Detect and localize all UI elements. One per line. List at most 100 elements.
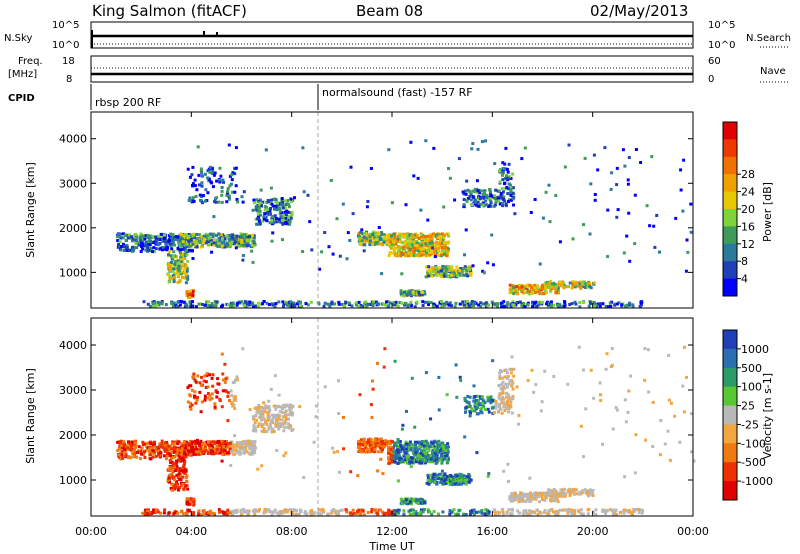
power-echo-cell: [146, 245, 150, 249]
power-echo-cell: [243, 233, 247, 237]
velocity-echo-cell: [252, 417, 256, 421]
power-echo-cell: [558, 303, 562, 307]
power-echo-cell: [255, 198, 259, 202]
velocity-echo-cell: [250, 440, 254, 444]
power-echo-cell: [284, 216, 288, 220]
velocity-echo-cell: [437, 477, 440, 481]
power-echo-cell: [571, 282, 575, 286]
power-echo-cell: [394, 242, 398, 246]
power-echo-cell: [144, 248, 148, 252]
velocity-echo-cell: [581, 489, 584, 493]
power-echo-cell: [427, 303, 430, 306]
velocity-echo-cell: [536, 512, 540, 516]
velocity-echo-cell: [281, 407, 285, 411]
power-echo-cell: [350, 304, 354, 308]
velocity-echo-cell: [528, 493, 532, 497]
power-echo-cell: [206, 240, 210, 244]
velocity-echo-cell: [444, 446, 448, 450]
velocity-echo-cell: [441, 450, 445, 454]
power-echo-cell: [266, 207, 270, 211]
velocity-echo-cell: [509, 405, 513, 409]
velocity-echo-cell: [406, 445, 410, 449]
power-echo-cell: [520, 157, 524, 161]
power-echo-cell: [586, 285, 590, 289]
velocity-echo-cell: [457, 479, 461, 483]
velocity-echo-cell: [122, 451, 126, 455]
velocity-echo-cell: [270, 513, 274, 517]
power-echo-cell: [257, 206, 261, 210]
velocity-echo-cell: [414, 460, 418, 464]
velocity-echo-cell: [422, 444, 426, 448]
velocity-echo-cell: [589, 492, 593, 495]
power-echo-cell: [142, 300, 146, 304]
velocity-echo-cell: [510, 411, 514, 415]
power-echo-cell: [189, 238, 193, 241]
velocity-echo-cell: [144, 449, 148, 453]
velocity-echo-cell: [373, 437, 377, 441]
power-echo-cell: [215, 179, 219, 183]
velocity-echo-cell: [132, 455, 136, 459]
velocity-echo-cell: [290, 508, 294, 512]
velocity-echo-cell: [551, 499, 555, 503]
power-echo-cell: [171, 270, 175, 273]
power-ytick-label: 4000: [59, 133, 87, 146]
power-echo-cell: [387, 304, 391, 308]
velocity-echo-cell: [125, 444, 129, 448]
velocity-echo-cell: [641, 508, 645, 512]
velocity-echo-cell: [360, 443, 364, 447]
velocity-echo-cell: [284, 409, 288, 413]
power-echo-cell: [140, 244, 143, 248]
power-echo-cell: [185, 253, 189, 257]
power-echo-cell: [259, 202, 263, 206]
velocity-echo-cell: [428, 460, 432, 464]
velocity-echo-cell: [512, 495, 516, 499]
power-echo-cell: [549, 300, 553, 304]
power-echo-cell: [254, 304, 258, 308]
power-echo-cell: [281, 215, 285, 219]
velocity-echo-cell: [446, 480, 449, 483]
velocity-echo-cell: [260, 425, 264, 429]
power-echo-cell: [179, 300, 183, 303]
power-echo-cell: [174, 235, 178, 239]
power-echo-cell: [470, 203, 474, 207]
power-echo-cell: [281, 238, 284, 242]
velocity-echo-cell: [520, 496, 524, 500]
power-echo-cell: [430, 249, 433, 253]
power-echo-cell: [207, 300, 210, 304]
velocity-echo-cell: [148, 447, 152, 451]
power-echo-cell: [284, 203, 288, 206]
velocity-echo-cell: [217, 508, 221, 512]
power-echo-cell: [261, 219, 265, 223]
power-echo-cell: [493, 194, 497, 198]
velocity-echo-cell: [399, 445, 403, 449]
power-echo-cell: [501, 171, 505, 175]
velocity-echo-cell: [165, 448, 169, 452]
velocity-echo-cell: [419, 455, 423, 459]
velocity-echo-cell: [145, 509, 149, 513]
power-echo-cell: [175, 305, 179, 309]
velocity-echo-cell: [185, 502, 189, 506]
velocity-echo-cell: [164, 441, 168, 445]
velocity-echo-cell: [234, 443, 238, 447]
velocity-echo-cell: [418, 440, 422, 444]
power-echo-cell: [251, 260, 255, 264]
power-echo-cell: [118, 240, 122, 244]
power-echo-cell: [407, 251, 411, 255]
power-echo-cell: [489, 194, 493, 198]
power-echo-cell: [327, 245, 331, 249]
power-echo-cell: [359, 241, 362, 245]
velocity-echo-cell: [211, 384, 215, 388]
velocity-echo-cell: [262, 430, 266, 434]
velocity-echo-cell: [563, 487, 567, 491]
velocity-echo-cell: [210, 396, 214, 400]
velocity-echo-cell: [292, 513, 296, 517]
power-echo-cell: [648, 224, 652, 228]
power-echo-cell: [501, 178, 505, 182]
power-echo-cell: [450, 265, 454, 269]
velocity-echo-cell: [210, 511, 214, 515]
nave-label: Nave: [760, 66, 786, 77]
power-echo-cell: [173, 260, 177, 264]
power-echo-cell: [168, 275, 172, 279]
power-echo-cell: [480, 140, 484, 144]
power-echo-cell: [418, 293, 422, 297]
